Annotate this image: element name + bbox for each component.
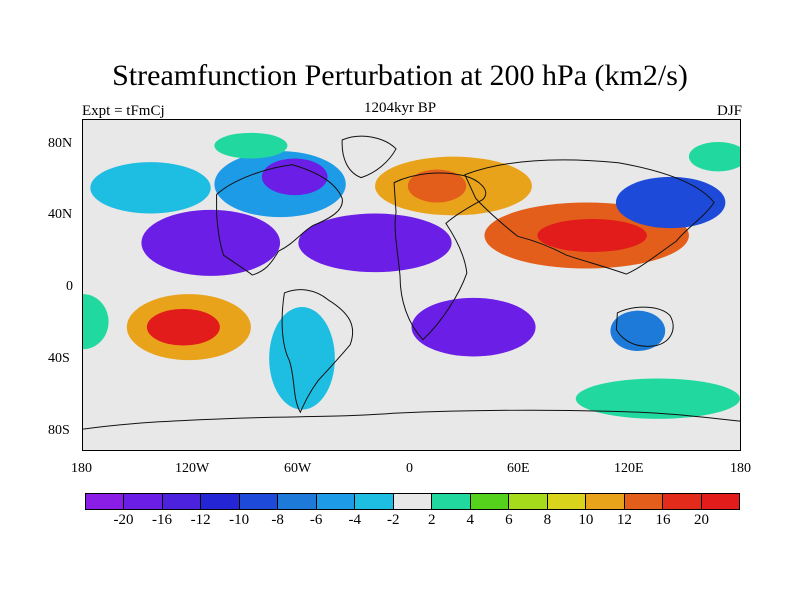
colorbar-label: -16 (152, 512, 173, 528)
colorbar-label: -20 (113, 512, 134, 528)
streamfunction-map (83, 132, 740, 430)
coastline-greenland (341, 135, 397, 179)
indian-ocean-negative (610, 310, 666, 351)
lat-label-40n: 40N (48, 207, 73, 222)
coastline-australia (615, 306, 674, 347)
experiment-label: Expt = tFmCj (82, 103, 165, 119)
colorbar-segment (547, 494, 587, 509)
lat-label-80s: 80S (48, 423, 70, 438)
n-atlantic-positive (214, 132, 288, 159)
western-pacific-positive (83, 294, 109, 350)
europe-core (407, 169, 467, 203)
colorbar-label: -6 (309, 512, 323, 528)
colorbar-segment (432, 494, 471, 509)
colorbar-segment (624, 494, 664, 509)
coastline-south-america (281, 289, 354, 414)
colorbar-segment (316, 494, 356, 509)
colorbar-segment (509, 494, 548, 509)
nw-pacific-negative (615, 176, 726, 229)
colorbar-label: 20 (693, 512, 709, 528)
colorbar-segment (86, 494, 125, 509)
colorbar-segment (162, 494, 202, 509)
coastline-antarctica (83, 409, 740, 430)
colorbar-label: 10 (578, 512, 594, 528)
colorbar-label: 4 (466, 512, 475, 528)
tropical-atlantic-negative (298, 213, 452, 273)
south-pacific-core (146, 308, 220, 346)
colorbar-label: -4 (348, 512, 361, 528)
colorbar-segment (124, 494, 163, 509)
south-america-negative (269, 307, 335, 410)
colorbar-segment (663, 494, 702, 509)
lon-label-180-right: 180 (730, 461, 751, 476)
colorbar-segment (470, 494, 510, 509)
colorbar-label: 2 (428, 512, 436, 528)
chart-title: Streamfunction Perturbation at 200 hPa (… (112, 59, 688, 92)
south-atlantic-negative (411, 297, 536, 357)
colorbar-label: 12 (616, 512, 632, 528)
n-pacific-negative (90, 162, 211, 214)
coastline-europe-africa (393, 172, 487, 341)
asia-core (537, 219, 647, 252)
colorbar-label: 16 (655, 512, 671, 528)
lat-label-0: 0 (66, 279, 73, 294)
lon-label-0: 0 (406, 461, 413, 476)
southern-ocean-positive (575, 378, 740, 419)
colorbar-label: -10 (229, 512, 250, 528)
season-label: DJF (716, 103, 742, 119)
map-panel (82, 119, 741, 451)
lon-label-180-left: 180 (71, 461, 92, 476)
colorbar-label: 8 (543, 512, 552, 528)
coastline-north-america (216, 164, 343, 276)
colorbar-label: -12 (190, 512, 211, 528)
east-pacific-positive (688, 142, 740, 172)
colorbar-segment (355, 494, 394, 509)
tropical-pacific-negative (141, 209, 281, 276)
colorbar-segment (239, 494, 279, 509)
coastline-asia (464, 159, 715, 275)
colorbar-segment (586, 494, 625, 509)
colorbar-label: -2 (386, 512, 400, 528)
lon-label-120w: 120W (175, 461, 210, 476)
colorbar-label: 6 (505, 512, 513, 528)
colorbar-segment (393, 494, 433, 509)
colorbar (85, 493, 740, 510)
lon-label-120e: 120E (614, 461, 644, 476)
lon-label-60w: 60W (284, 461, 312, 476)
colorbar-segment (201, 494, 240, 509)
lat-label-40s: 40S (48, 351, 70, 366)
lon-label-60e: 60E (507, 461, 530, 476)
time-label: 1204kyr BP (363, 100, 437, 116)
colorbar-segment (278, 494, 317, 509)
colorbar-segment (701, 494, 739, 509)
lat-label-80n: 80N (48, 136, 73, 151)
n-america-core (261, 158, 328, 196)
colorbar-label: -8 (271, 512, 284, 528)
